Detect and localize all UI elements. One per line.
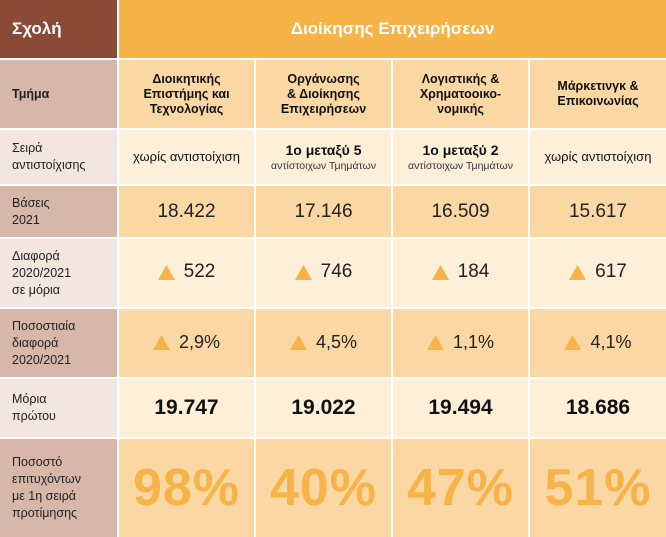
school-header-row: Σχολή Διοίκησης Επιχειρήσεων: [0, 0, 666, 60]
base-value: 18.422: [157, 200, 216, 222]
order-note: αντίστοιχων Τμημάτων: [408, 160, 513, 172]
triangle-up-icon: [152, 334, 170, 350]
percent-diff-label: Ποσοστιαία διαφορά 2020/2021: [0, 309, 119, 379]
order-cell: 1ο μεταξύ 5 αντίστοιχων Τμημάτων: [256, 130, 393, 186]
base-value: 17.146: [294, 200, 353, 222]
order-value: χωρίς αντιστοίχιση: [544, 149, 652, 164]
success-rate-label: Ποσοστό επιτυχόντων με 1η σειρά προτίμησης: [0, 439, 119, 537]
order-value: χωρίς αντιστοίχιση: [133, 149, 240, 164]
department-name: Λογιστικής & Χρηματοοικο-νομικής: [419, 71, 502, 116]
triangle-up-icon: [564, 334, 582, 350]
first-score-value: 18.686: [565, 396, 631, 419]
order-cell: χωρίς αντιστοίχιση: [530, 130, 666, 186]
first-score-value: 19.022: [291, 396, 356, 419]
first-score-label: Μόρια πρώτου: [0, 379, 119, 439]
success-rate-value: 51%: [544, 459, 652, 517]
percent-diff-value: 1,1%: [452, 331, 495, 352]
order-rank: 1ο μεταξύ 5: [285, 142, 362, 158]
department-name-cell: Μάρκετινγκ & Επικοινωνίας: [530, 60, 666, 130]
department-name-cell: Οργάνωσης & Διοίκησης Επιχειρήσεων: [256, 60, 393, 130]
department-name-cell: Διοικητικής Επιστήμης και Τεχνολογίας: [119, 60, 256, 130]
triangle-up-icon: [569, 264, 587, 280]
triangle-up-icon: [157, 264, 175, 280]
diff-label: Διαφορά 2020/2021 σε μόρια: [0, 239, 119, 309]
diff-row: Διαφορά 2020/2021 σε μόρια 522 746 184 617: [0, 239, 666, 309]
school-name: Διοίκησης Επιχειρήσεων: [119, 0, 666, 60]
triangle-up-icon: [426, 334, 444, 350]
percent-diff-value: 4,1%: [590, 331, 632, 352]
diff-value: 522: [183, 261, 216, 283]
success-rate-value: 47%: [406, 459, 515, 517]
base-row: Βάσεις 2021 18.422 17.146 16.509 15.617: [0, 186, 666, 239]
order-label: Σειρά αντιστοίχισης: [0, 130, 119, 186]
department-name: Οργάνωσης & Διοίκησης Επιχειρήσεων: [280, 71, 367, 116]
first-score-row: Μόρια πρώτου 19.747 19.022 19.494 18.686: [0, 379, 666, 439]
order-row: Σειρά αντιστοίχισης χωρίς αντιστοίχιση 1ο…: [0, 130, 666, 186]
department-label: Τμήμα: [0, 60, 119, 130]
diff-value: 184: [457, 261, 490, 283]
school-label: Σχολή: [0, 0, 119, 60]
base-label: Βάσεις 2021: [0, 186, 119, 239]
percent-diff-row: Ποσοστιαία διαφορά 2020/2021 2,9% 4,5% 1,1…: [0, 309, 666, 379]
percent-diff-value: 4,5%: [315, 331, 358, 352]
first-score-value: 19.494: [428, 396, 493, 419]
base-value: 15.617: [568, 200, 628, 222]
order-note: αντίστοιχων Τμημάτων: [271, 160, 376, 172]
success-rate-row: Ποσοστό επιτυχόντων με 1η σειρά προτίμησης …: [0, 439, 666, 537]
success-rate-value: 98%: [132, 459, 241, 517]
triangle-up-icon: [294, 264, 312, 280]
triangle-up-icon: [289, 334, 307, 350]
order-cell: χωρίς αντιστοίχιση: [119, 130, 256, 186]
diff-value: 617: [595, 261, 627, 283]
diff-value: 746: [320, 261, 353, 283]
order-cell: 1ο μεταξύ 2 αντίστοιχων Τμημάτων: [393, 130, 530, 186]
base-value: 16.509: [431, 200, 490, 222]
first-score-value: 19.747: [154, 396, 219, 419]
percent-diff-value: 2,9%: [178, 331, 221, 352]
department-row: Τμήμα Διοικητικής Επιστήμης και Τεχνολογία…: [0, 60, 666, 130]
order-rank: 1ο μεταξύ 2: [422, 142, 499, 158]
success-rate-value: 40%: [269, 459, 378, 517]
triangle-up-icon: [431, 264, 449, 280]
department-name: Διοικητικής Επιστήμης και Τεχνολογίας: [143, 71, 230, 116]
department-name-cell: Λογιστικής & Χρηματοοικο-νομικής: [393, 60, 530, 130]
department-name: Μάρκετινγκ & Επικοινωνίας: [557, 79, 639, 108]
